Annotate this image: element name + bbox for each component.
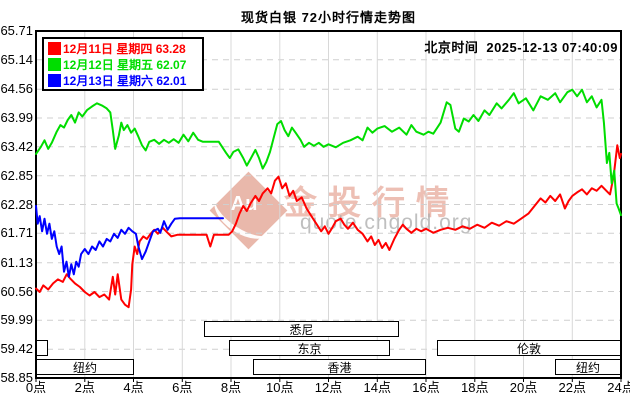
session-box-伦敦: 伦敦 [437,340,621,356]
y-axis-label: 64.56 [0,81,34,97]
y-axis-label: 60.56 [0,283,34,299]
session-box-悉尼: 悉尼 [204,321,399,337]
y-axis-label: 59.42 [0,341,34,357]
y-axis-label: 63.42 [0,138,34,154]
session-box-纽约: 纽约 [36,359,134,375]
legend-label: 12月12日 星期五 62.07 [63,57,187,72]
x-axis-label: 4点 [123,380,144,395]
chart-title: 现货白银 72小时行情走势图 [240,10,417,25]
x-axis-label: 12点 [314,380,343,395]
x-axis-label: 6点 [172,380,193,395]
y-axis-label: 65.71 [0,23,34,38]
x-axis-label: 10点 [266,380,294,395]
y-axis-label: 61.71 [0,225,34,241]
series-line-dec11 [35,144,622,309]
y-axis-label: 62.85 [0,167,34,183]
legend-swatch [48,73,61,87]
x-axis-label: 22点 [558,380,586,395]
y-axis-label: 63.99 [0,110,34,125]
legend-swatch [48,41,61,55]
series-line-dec12 [35,88,622,217]
series-line-dec13 [35,205,224,278]
x-axis-label: 16点 [412,380,440,395]
beijing-time: 北京时间 2025-12-13 07:40:09 [424,37,618,56]
plot-border [35,30,622,379]
x-axis-label: 2点 [74,380,95,395]
x-axis-label: 18点 [461,380,489,395]
y-axis-label: 65.14 [0,51,34,67]
x-axis-label: 14点 [363,380,391,395]
y-axis-label: 62.28 [0,196,34,212]
y-axis-label: 61.13 [0,254,34,270]
legend-item: 12月12日 星期五 62.07 [48,57,202,72]
watermark-url-text: quote.cngold.org [300,211,473,234]
session-box [36,340,48,356]
x-axis-label: 0点 [25,380,47,395]
y-axis-label: 58.85 [0,370,34,385]
beijing-time-value: 2025-12-13 07:40:09 [486,40,618,55]
legend-label: 12月11日 星期四 63.28 [63,41,186,56]
session-box-纽约: 纽约 [555,359,621,375]
beijing-time-label: 北京时间 [424,40,479,55]
legend-label: 12月13日 星期六 62.01 [63,73,187,88]
x-axis-label: 24点 [607,380,630,395]
y-axis-label: 59.99 [0,312,34,328]
legend-item: 12月11日 星期四 63.28 [48,41,202,56]
legend-item: 12月13日 星期六 62.01 [48,73,202,88]
session-box-东京: 东京 [229,340,390,356]
legend-swatch [48,57,61,71]
x-axis-label: 8点 [220,380,242,395]
legend: 12月11日 星期四 63.28 12月12日 星期五 62.07 12月13日 星… [42,37,204,91]
x-axis-label: 20点 [509,380,538,395]
session-box-香港: 香港 [253,359,426,375]
